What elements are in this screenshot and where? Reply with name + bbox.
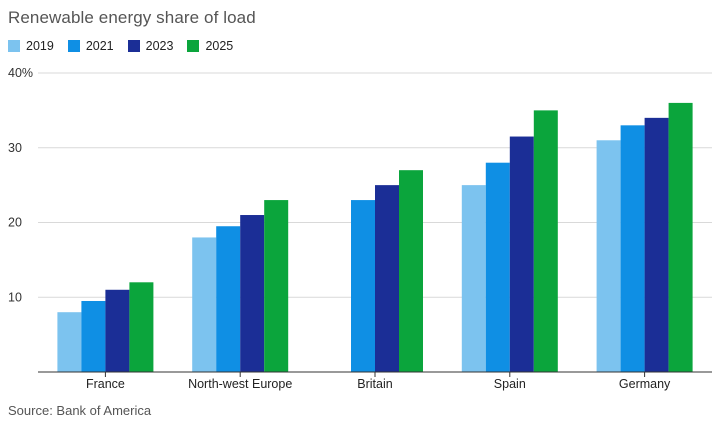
bar-spain-2025	[533, 110, 558, 372]
bar-france-2023	[105, 289, 130, 372]
bar-britain-2023	[375, 185, 399, 372]
legend: 2019 2021 2023 2025	[8, 39, 233, 53]
bar-spain-2019	[461, 185, 486, 372]
legend-item-2023: 2023	[127, 39, 174, 53]
y-tick-label-40: 40%	[8, 66, 33, 80]
legend-item-2019: 2019	[8, 39, 54, 53]
bar-france-2025	[129, 282, 154, 372]
bar-north-west-europe-2025	[264, 200, 289, 372]
bar-north-west-europe-2019	[192, 237, 217, 372]
x-category-label-north-west-europe: North-west Europe	[188, 377, 292, 391]
bar-germany-2025	[668, 102, 693, 373]
legend-swatch-2019	[8, 40, 20, 52]
bar-north-west-europe-2023	[240, 215, 265, 372]
legend-label-2021: 2021	[85, 39, 114, 53]
x-category-label-france: France	[86, 377, 125, 391]
x-category-label-spain: Spain	[494, 377, 526, 391]
y-tick-label-10: 10	[8, 290, 22, 304]
legend-label-2019: 2019	[26, 39, 54, 53]
bar-north-west-europe-2021	[216, 226, 241, 372]
bar-britain-2021	[351, 200, 375, 372]
bar-spain-2021	[485, 162, 510, 372]
source-note: Source: Bank of America	[8, 403, 152, 418]
x-category-label-germany: Germany	[619, 377, 671, 391]
legend-swatch-2021	[67, 40, 80, 52]
bar-germany-2021	[620, 125, 645, 372]
legend-label-2025: 2025	[205, 39, 234, 53]
y-tick-label-30: 30	[8, 141, 22, 155]
bar-germany-2019	[596, 140, 621, 372]
x-category-label-britain: Britain	[357, 377, 392, 391]
bar-spain-2023	[509, 136, 534, 372]
y-tick-label-20: 20	[8, 216, 22, 230]
chart-title: Renewable energy share of load	[8, 8, 256, 27]
bar-france-2019	[57, 312, 82, 372]
legend-swatch-2025	[187, 40, 200, 52]
bar-britain-2025	[399, 170, 423, 372]
legend-label-2023: 2023	[145, 39, 174, 53]
legend-swatch-2023	[127, 40, 140, 52]
legend-item-2021: 2021	[67, 39, 114, 53]
bar-france-2021	[81, 300, 106, 372]
legend-item-2025: 2025	[187, 39, 233, 53]
bar-germany-2023	[644, 117, 669, 372]
